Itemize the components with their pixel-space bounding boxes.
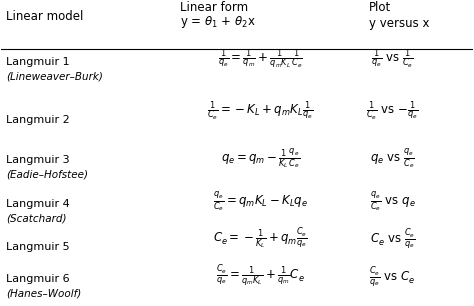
Text: $\frac{1}{q_e}$ vs $\frac{1}{C_e}$: $\frac{1}{q_e}$ vs $\frac{1}{C_e}$ <box>371 48 414 71</box>
Text: $q_e$ vs $\frac{q_e}{C_e}$: $q_e$ vs $\frac{q_e}{C_e}$ <box>370 147 415 170</box>
Text: $\frac{C_e}{q_e}=\frac{1}{q_m K_L}+\frac{1}{q_m}C_e$: $\frac{C_e}{q_e}=\frac{1}{q_m K_L}+\frac… <box>216 263 305 289</box>
Text: y = $\theta_1$ + $\theta_2$x: y = $\theta_1$ + $\theta_2$x <box>181 14 256 30</box>
Text: $C_e=-\frac{1}{K_L}+q_m\frac{C_e}{q_e}$: $C_e=-\frac{1}{K_L}+q_m\frac{C_e}{q_e}$ <box>213 226 308 251</box>
Text: $C_e$ vs $\frac{C_e}{q_e}$: $C_e$ vs $\frac{C_e}{q_e}$ <box>370 227 415 251</box>
Text: $\frac{1}{C_e}$ vs $-\frac{1}{q_e}$: $\frac{1}{C_e}$ vs $-\frac{1}{q_e}$ <box>366 100 419 123</box>
Text: $\frac{q_e}{C_e}=q_m K_L-K_L q_e$: $\frac{q_e}{C_e}=q_m K_L-K_L q_e$ <box>213 191 308 213</box>
Text: (Eadie–Hofstee): (Eadie–Hofstee) <box>6 170 88 180</box>
Text: Langmuir 2: Langmuir 2 <box>6 115 70 125</box>
Text: Langmuir 5: Langmuir 5 <box>6 242 70 252</box>
Text: y versus x: y versus x <box>369 17 429 30</box>
Text: Langmuir 1: Langmuir 1 <box>6 57 70 67</box>
Text: $\frac{1}{q_e}=\frac{1}{q_m}+\frac{1}{q_m K_L}\frac{1}{C_e}$: $\frac{1}{q_e}=\frac{1}{q_m}+\frac{1}{q_… <box>218 47 303 71</box>
Text: (Lineweaver–Burk): (Lineweaver–Burk) <box>6 71 103 81</box>
Text: Linear model: Linear model <box>6 10 83 23</box>
Text: $\frac{q_e}{C_e}$ vs $q_e$: $\frac{q_e}{C_e}$ vs $q_e$ <box>370 191 415 213</box>
Text: $\frac{1}{C_e}=-K_L+q_m K_L\frac{1}{q_e}$: $\frac{1}{C_e}=-K_L+q_m K_L\frac{1}{q_e}… <box>207 100 314 123</box>
Text: (Scatchard): (Scatchard) <box>6 213 67 223</box>
Text: Langmuir 4: Langmuir 4 <box>6 199 70 209</box>
Text: Linear form: Linear form <box>181 2 248 14</box>
Text: Plot: Plot <box>369 2 391 14</box>
Text: Langmuir 3: Langmuir 3 <box>6 155 70 165</box>
Text: $q_e=q_m-\frac{1}{K_L}\frac{q_e}{C_e}$: $q_e=q_m-\frac{1}{K_L}\frac{q_e}{C_e}$ <box>221 147 300 170</box>
Text: (Hanes–Woolf): (Hanes–Woolf) <box>6 289 82 299</box>
Text: Langmuir 6: Langmuir 6 <box>6 274 70 284</box>
Text: $\frac{C_e}{q_e}$ vs $C_e$: $\frac{C_e}{q_e}$ vs $C_e$ <box>369 265 416 289</box>
